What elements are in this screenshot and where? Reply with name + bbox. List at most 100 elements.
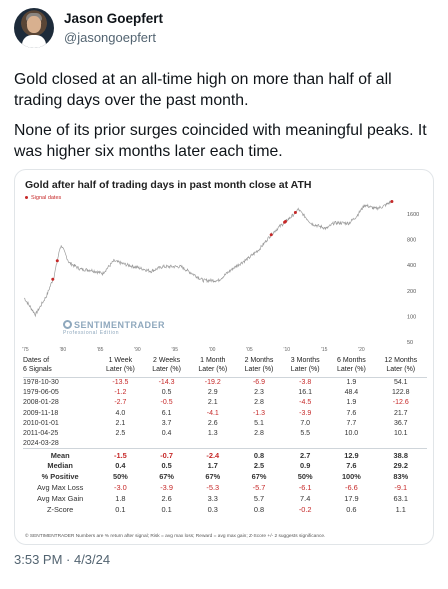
tweet-header: Jason Goepfert @jasongoepfert xyxy=(14,8,434,52)
tweet-text-paragraph-1: Gold closed at an all-time high on more … xyxy=(14,71,392,109)
table-row: 1978-10-30 -13.5 -14.3 -19.2 -6.9 -3.8 1.9 54.1 xyxy=(23,378,427,388)
table-row: 2024-03-28 xyxy=(23,439,427,449)
return-cell: 2.8 xyxy=(254,399,264,407)
summary-value-cell: -0.2 xyxy=(298,505,312,515)
x-tick-label: '00 xyxy=(209,347,216,353)
return-cell xyxy=(375,439,428,449)
summary-value-cell: 0.1 xyxy=(115,505,126,515)
summary-row: Mean -1.5 -0.7 -2.4 0.8 2.7 12.9 38.8 xyxy=(23,448,427,461)
return-cell xyxy=(328,439,374,449)
table-row: 2009-11-18 4.0 6.1 -4.1 -1.3 -3.9 7.6 21.7 xyxy=(23,408,427,418)
summary-label-cell: Mean xyxy=(23,448,98,461)
table-row: 1979-06-05 -1.2 0.5 2.9 2.3 16.1 48.4 122.8 xyxy=(23,388,427,398)
chart-legend: Signal dates xyxy=(25,195,61,201)
summary-value-cell: -5.7 xyxy=(252,483,266,493)
summary-value-cell: 0.8 xyxy=(253,505,265,515)
return-cell: 2.8 xyxy=(254,430,264,438)
summary-row: Avg Max Loss -3.0 -3.9 -5.3 -5.7 -6.1 -6.6 -9.1 xyxy=(23,482,427,493)
table-header-cell: 12 Months Later (%) xyxy=(374,356,427,378)
return-cell: 2.9 xyxy=(207,389,218,397)
return-cell: -6.9 xyxy=(252,379,266,387)
return-cell xyxy=(143,439,189,449)
table-header-cell: 3 Months Later (%) xyxy=(282,356,329,378)
signal-date-cell: 2011-04-25 xyxy=(23,430,59,438)
summary-value-cell: 29.2 xyxy=(393,461,408,471)
return-cell xyxy=(236,439,282,449)
return-cell: 122.8 xyxy=(391,389,410,397)
summary-value-cell: -6.1 xyxy=(298,483,312,493)
signal-date-cell: 2010-01-01 xyxy=(23,419,59,427)
y-tick-label: 1600 xyxy=(407,212,419,218)
summary-value-cell: 3.3 xyxy=(207,494,218,504)
return-cell: -13.5 xyxy=(112,379,129,387)
table-header-cell: 1 Month Later (%) xyxy=(189,356,236,378)
return-cell: -14.3 xyxy=(158,379,175,387)
return-cell xyxy=(282,439,328,449)
summary-label-cell: Median xyxy=(47,461,73,471)
signal-point xyxy=(284,220,287,223)
return-cell: -1.3 xyxy=(252,409,266,417)
return-cell: 5.1 xyxy=(254,419,264,427)
x-tick-label: '15 xyxy=(321,347,328,353)
summary-value-cell: -0.7 xyxy=(143,448,190,461)
summary-value-cell: -9.1 xyxy=(394,483,408,493)
signal-point xyxy=(293,211,297,214)
summary-value-cell: 7.4 xyxy=(300,494,311,504)
summary-value-cell: 12.9 xyxy=(328,448,375,461)
return-cell: 48.4 xyxy=(344,389,359,397)
legend-label: Signal dates xyxy=(31,195,62,201)
return-cell: 1.3 xyxy=(207,430,218,438)
avatar-shirt xyxy=(22,35,46,48)
author-name[interactable]: Jason Goepfert xyxy=(64,11,164,26)
summary-label-cell: % Positive xyxy=(41,472,79,482)
table-body: 1978-10-30 -13.5 -14.3 -19.2 -6.9 -3.8 1.9 54.1… xyxy=(23,378,427,516)
avatar[interactable] xyxy=(14,8,54,48)
y-tick-label: 400 xyxy=(407,263,416,269)
x-tick-label: '75 xyxy=(22,347,29,353)
return-cell: 21.7 xyxy=(393,409,408,417)
table-header-cell: Dates of 6 Signals xyxy=(23,356,98,378)
summary-value-cell: -1.5 xyxy=(97,448,144,461)
y-tick-label: 800 xyxy=(407,238,416,244)
return-cell: -4.1 xyxy=(206,409,219,417)
attached-image-card[interactable]: 1600 800 400 200 100 50 '75 '80 '85 '90 '95 '00 '05 '… xyxy=(14,169,434,545)
summary-value-cell: 50% xyxy=(112,472,128,482)
x-tick-label: '10 xyxy=(284,347,291,353)
summary-value-cell: 1.7 xyxy=(207,461,218,471)
return-cell: 5.5 xyxy=(300,430,311,438)
summary-row: Z-Score 0.1 0.1 0.3 0.8 -0.2 0.6 1.1 xyxy=(23,504,427,515)
return-cell: -4.5 xyxy=(299,399,312,407)
return-cell xyxy=(190,439,236,449)
signal-date-cell: 1978-10-30 xyxy=(23,379,59,387)
summary-label-cell: Z-Score xyxy=(46,505,74,515)
return-cell: -3.9 xyxy=(299,409,312,417)
summary-value-cell: -3.0 xyxy=(114,483,127,493)
summary-label-cell: Avg Max Gain xyxy=(36,494,84,504)
summary-value-cell: -6.6 xyxy=(345,483,358,493)
x-tick-label: '80 xyxy=(60,347,67,353)
watermark-sub: Professional Edition xyxy=(63,330,120,336)
return-cell: 54.1 xyxy=(393,379,408,387)
return-cell: 0.4 xyxy=(161,430,172,438)
table-header-cell: 1 Week Later (%) xyxy=(97,356,144,378)
summary-value-cell: 100% xyxy=(341,472,361,482)
table-header-row: Dates of 6 Signals 1 Week Later (%) 2 Weeks L… xyxy=(23,356,427,378)
signal-point xyxy=(55,259,59,263)
chart-title: Gold after half of trading days in past … xyxy=(25,179,312,191)
tweet-timestamp[interactable]: 3:53 PM · 4/3/24 xyxy=(14,552,111,567)
gold-price-line xyxy=(23,200,392,318)
summary-value-cell: 63.1 xyxy=(393,494,408,504)
return-cell: -0.5 xyxy=(160,399,173,407)
summary-value-cell: -2.4 xyxy=(189,448,236,461)
summary-value-cell: 1.8 xyxy=(115,494,126,504)
return-cell: 0.5 xyxy=(161,389,172,397)
table-header-cell: 6 Months Later (%) xyxy=(328,356,375,378)
summary-value-cell: 7.6 xyxy=(346,461,357,471)
summary-value-cell: 0.4 xyxy=(115,461,126,471)
author-handle[interactable]: @jasongoepfert xyxy=(64,30,156,45)
return-cell: 2.6 xyxy=(207,419,218,427)
watermark-main: SENTIMENTRADER xyxy=(63,320,165,330)
return-cell: 6.1 xyxy=(161,409,172,417)
signal-point xyxy=(51,277,55,281)
summary-value-cell: 0.3 xyxy=(207,505,218,515)
